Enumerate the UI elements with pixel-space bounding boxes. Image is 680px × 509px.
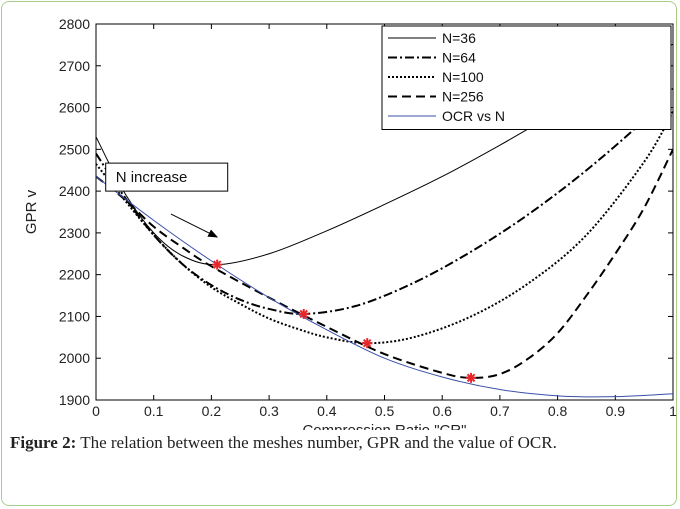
y-tick-label: 2500 [59,141,90,157]
x-tick-label: 0.2 [202,403,222,419]
y-tick-label: 2600 [59,100,90,116]
x-tick-label: 0.5 [375,403,395,419]
annotation-arrow [170,213,219,238]
optimum-marker [466,372,477,383]
annotation-text: N increase [116,169,188,186]
chart: 0 0.1 0.2 0.3 0.4 0.5 0.6 0.7 0.8 0.9 1 1900 2000 210… [23,16,677,430]
curves-group [96,43,673,398]
optimum-marker [212,259,223,270]
y-tick-label: 2800 [59,16,90,32]
optimum-marker [298,308,309,319]
legend-label: N=100 [442,69,484,85]
optimum-marker-stroke [362,338,372,348]
x-tick-label: 0.4 [317,403,337,419]
y-tick-label: 2000 [59,350,90,366]
optimum-marker-stroke [466,373,476,383]
figure-caption: Figure 2: The relation between the meshe… [10,432,670,454]
x-axis-label: Compression Ratio "CR" [302,422,466,430]
y-tick-label: 1900 [59,392,90,408]
series-line-n-64 [96,88,673,315]
legend-label: N=36 [442,30,476,46]
caption-text: The relation between the meshes number, … [76,433,557,452]
x-tick-label: 0 [92,403,100,419]
y-tick-label: 2200 [59,267,90,283]
x-tick-label: 0.1 [144,403,164,419]
x-tick-label: 0.6 [432,403,452,419]
caption-label: Figure 2: [10,433,77,452]
optimum-marker-stroke [212,260,222,269]
x-tick-label: 1 [669,403,677,419]
legend-box [381,25,672,130]
x-tick-label: 0.9 [606,403,626,419]
legend-label: OCR vs N [442,108,505,124]
x-tick-label: 0.3 [259,403,279,419]
y-tick-label: 2100 [59,308,90,324]
legend-label: N=256 [442,89,484,105]
annotation-box [105,162,229,192]
optimum-marker-stroke [299,309,308,319]
series-line-ocr-vs-n [96,176,673,398]
optimum-marker [362,338,373,349]
x-tick-label: 0.7 [490,403,510,419]
legend-label: N=64 [442,50,476,66]
y-axis-label: GPR v [23,189,40,234]
y-tick-label: 2400 [59,183,90,199]
y-tick-label: 2300 [59,225,90,241]
y-tick-label: 2700 [59,58,90,74]
x-tick-label: 0.8 [548,403,568,419]
series-line-n-256 [96,148,673,379]
